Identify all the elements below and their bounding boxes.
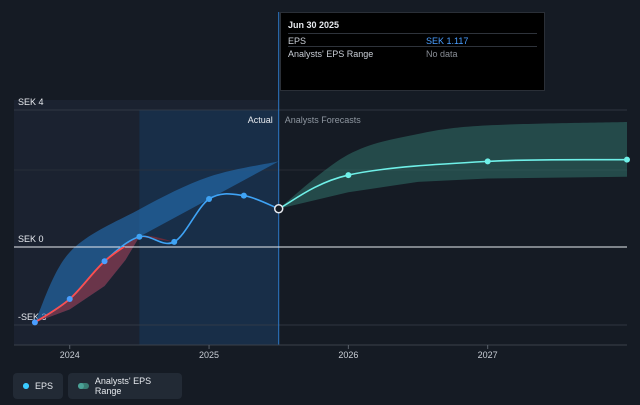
eps-point-5 (206, 196, 213, 203)
forecast-point-1 (484, 158, 491, 165)
eps-forecast-line (278, 158, 628, 210)
tooltip: Jun 30 2025 EPS SEK 1.117 Analysts' EPS … (280, 12, 545, 91)
tooltip-eps-value: SEK 1.117 (426, 36, 469, 46)
highlight-region (139, 110, 279, 345)
eps-legend-icon (23, 383, 29, 389)
tooltip-date: Jun 30 2025 (288, 20, 340, 30)
range-legend-icon (78, 383, 89, 389)
x-tick-label-1: 2025 (199, 350, 219, 360)
eps-point-3 (136, 233, 143, 240)
legend-eps-label: EPS (34, 381, 53, 391)
eps-point-7 (273, 203, 284, 214)
tooltip-range-label: Analysts' EPS Range (288, 49, 374, 59)
eps-point-0 (31, 319, 38, 326)
forecast-point-0 (345, 172, 352, 179)
y-tick-label-1: SEK 0 (18, 234, 44, 244)
forecast-point-2 (624, 156, 630, 163)
legend-range[interactable]: Analysts' EPS Range (68, 373, 182, 399)
legend-eps[interactable]: EPS (13, 373, 63, 399)
tooltip-row-range: Analysts' EPS Range No data (288, 46, 537, 60)
forecast-label: Analysts Forecasts (285, 115, 362, 125)
eps-point-4 (171, 238, 178, 245)
eps-negative-line (34, 247, 126, 324)
x-tick-label-3: 2027 (478, 350, 498, 360)
x-tick-label-2: 2026 (338, 350, 358, 360)
tooltip-row-eps: EPS SEK 1.117 (288, 33, 537, 47)
eps-point-2 (101, 258, 108, 265)
actual-label: Actual (248, 115, 273, 125)
range-band-forecast (278, 121, 627, 209)
tooltip-eps-label: EPS (288, 36, 307, 46)
eps-point-1 (66, 296, 73, 302)
tooltip-range-value: No data (426, 49, 458, 59)
y-tick-label-0: SEK 4 (18, 97, 44, 107)
eps-point-6 (240, 192, 247, 199)
x-tick-label-0: 2024 (60, 350, 80, 360)
y-tick-label-2: -SEK 3 (18, 312, 47, 322)
legend-range-label: Analysts' EPS Range (94, 376, 152, 396)
